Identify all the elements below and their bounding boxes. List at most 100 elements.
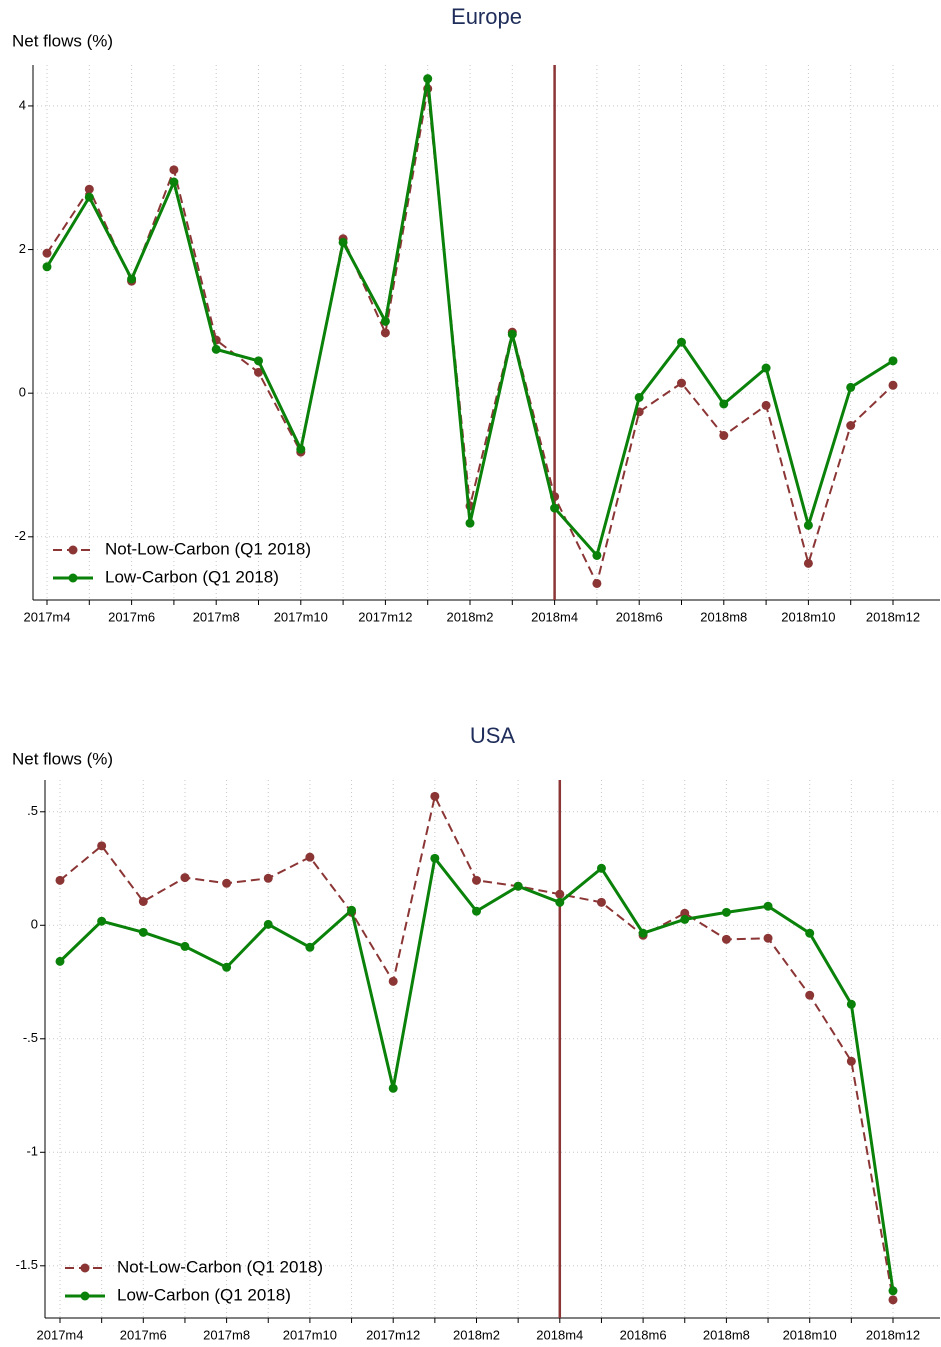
x-tick-label: 2018m6 [616, 609, 663, 624]
data-point [721, 934, 731, 944]
data-point [805, 990, 815, 1000]
data-point [846, 420, 856, 430]
y-tick-label: 2 [19, 241, 26, 256]
x-tick-label: 2018m4 [536, 1327, 583, 1342]
legend-marker [68, 545, 78, 555]
data-point [592, 550, 602, 560]
data-point [97, 916, 107, 926]
data-point [888, 380, 898, 390]
y-axis-label: Net flows (%) [12, 749, 113, 768]
data-point [305, 852, 315, 862]
data-point [388, 976, 398, 986]
data-point [430, 853, 440, 863]
data-point [596, 897, 606, 907]
data-point [803, 520, 813, 530]
data-point [97, 841, 107, 851]
y-tick-label: 4 [19, 97, 26, 112]
x-tick-label: 2017m4 [37, 1327, 84, 1342]
data-point [347, 905, 357, 915]
data-point [513, 881, 523, 891]
data-point [803, 558, 813, 568]
x-tick-label: 2017m4 [24, 609, 71, 624]
data-point [507, 329, 517, 339]
data-point [677, 337, 686, 347]
data-point [380, 328, 390, 338]
x-tick-label: 2017m8 [193, 609, 240, 624]
data-point [211, 344, 221, 354]
data-point [180, 941, 190, 951]
data-point [888, 356, 898, 366]
x-tick-label: 2017m6 [120, 1327, 167, 1342]
legend-label: Low-Carbon (Q1 2018) [105, 567, 279, 586]
data-point [42, 262, 52, 272]
x-tick-label: 2017m10 [274, 609, 328, 624]
chart-title: USA [470, 723, 516, 748]
x-tick-label: 2018m8 [700, 609, 747, 624]
y-tick-label: 0 [19, 385, 26, 400]
data-point [296, 444, 306, 454]
data-point [846, 382, 856, 392]
x-tick-label: 2018m4 [531, 609, 578, 624]
data-point [805, 928, 815, 938]
data-point [180, 873, 190, 883]
x-tick-label: 2017m12 [358, 609, 412, 624]
data-point [254, 356, 263, 366]
x-tick-label: 2018m2 [447, 609, 494, 624]
legend-label: Not-Low-Carbon (Q1 2018) [117, 1257, 323, 1276]
x-tick-label: 2018m2 [453, 1327, 500, 1342]
data-point [888, 1286, 898, 1296]
data-point [263, 873, 273, 883]
data-point [263, 919, 273, 929]
legend-marker [68, 573, 78, 583]
data-point [472, 906, 481, 916]
x-tick-label: 2017m10 [283, 1327, 337, 1342]
data-point [719, 399, 729, 409]
data-point [338, 237, 348, 247]
x-tick-label: 2017m8 [203, 1327, 250, 1342]
data-point [465, 518, 475, 528]
data-point [423, 74, 433, 84]
data-point [138, 927, 148, 937]
data-point [305, 942, 315, 952]
data-point [888, 1295, 898, 1305]
data-point [555, 889, 565, 899]
data-point [84, 192, 94, 202]
data-point [763, 933, 773, 943]
chart-title: Europe [451, 4, 522, 29]
data-point [721, 907, 731, 917]
data-point [222, 878, 232, 888]
data-point [719, 431, 729, 441]
y-axis-label: Net flows (%) [12, 31, 113, 50]
data-point [472, 875, 481, 885]
data-point [596, 863, 606, 873]
data-point [550, 503, 560, 513]
data-point [55, 875, 65, 885]
series-line [58, 854, 895, 1291]
data-point [555, 897, 565, 907]
data-point [388, 1083, 398, 1093]
x-tick-label: 2017m12 [366, 1327, 420, 1342]
y-tick-label: -.5 [23, 1030, 38, 1045]
data-point [254, 367, 263, 377]
x-tick-label: 2018m6 [620, 1327, 667, 1342]
data-point [430, 791, 440, 801]
data-point [84, 184, 94, 194]
y-tick-label: 0 [31, 917, 38, 932]
data-point [380, 316, 390, 326]
data-point [42, 248, 52, 258]
data-point [127, 274, 137, 284]
data-point [680, 914, 690, 924]
x-tick-label: 2017m6 [108, 609, 155, 624]
data-point [169, 177, 179, 187]
x-tick-label: 2018m10 [783, 1327, 837, 1342]
data-point [763, 901, 773, 911]
x-tick-label: 2018m12 [866, 609, 920, 624]
x-tick-label: 2018m12 [866, 1327, 920, 1342]
data-point [846, 999, 856, 1009]
data-point [761, 400, 771, 410]
data-point [638, 928, 648, 938]
y-tick-label: -1.5 [16, 1257, 38, 1272]
data-point [846, 1056, 856, 1066]
y-tick-label: -2 [14, 528, 26, 543]
